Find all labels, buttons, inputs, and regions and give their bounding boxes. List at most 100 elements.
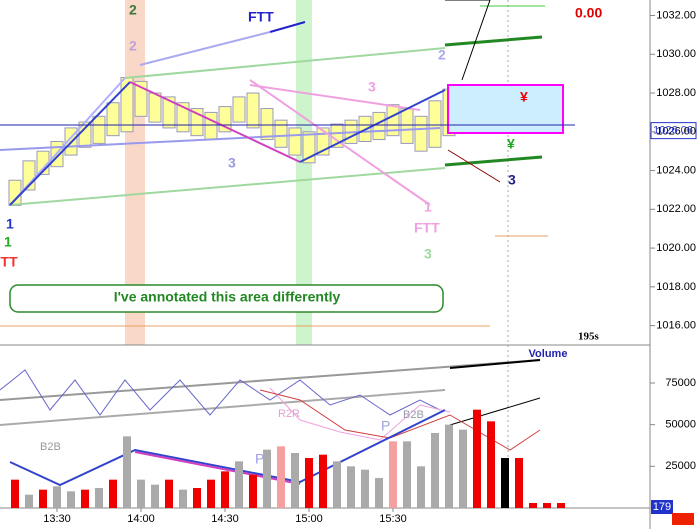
annotation: B2B: [403, 409, 424, 421]
price-bar: [372, 111, 386, 141]
volume-bar: [347, 466, 355, 508]
price-bar: [106, 102, 120, 137]
last-price-label: 1026.06: [653, 125, 693, 137]
price-bar: [162, 96, 176, 129]
volume-bar: [11, 479, 19, 508]
x-tick-label: 13:30: [43, 513, 71, 525]
annotation: 3: [424, 246, 432, 262]
annotation: 1: [4, 234, 12, 250]
last-volume-label: 179: [653, 501, 671, 513]
annotation: R2R: [278, 408, 300, 420]
price-bar: [246, 92, 260, 129]
volume-bar: [39, 489, 47, 508]
price-bar: [414, 115, 428, 152]
volume-bar: [81, 489, 89, 508]
annotation: 3: [508, 172, 516, 188]
volume-bar: [193, 488, 201, 508]
volume-bar: [529, 503, 537, 508]
annotation: B2B: [40, 441, 61, 453]
volume-bar: [319, 454, 327, 508]
volume-bar: [417, 466, 425, 508]
price-bar: [134, 80, 148, 117]
volume-bar: [235, 461, 243, 508]
volume-bar: [557, 503, 565, 508]
volume-bar: [67, 491, 75, 508]
volume-bar: [249, 474, 257, 508]
x-tick-label: 14:00: [127, 513, 155, 525]
price-bar: [204, 111, 218, 141]
y-tick-label: 75000: [665, 377, 696, 389]
x-tick-label: 15:30: [379, 513, 407, 525]
last-volume-box: [651, 500, 673, 514]
y-tick-label: 50000: [665, 419, 696, 431]
annotation: P: [255, 451, 264, 467]
price-bar: [260, 108, 274, 141]
annotation: P: [381, 418, 390, 434]
volume-bar: [151, 484, 159, 508]
y-tick-label: 25000: [665, 460, 696, 472]
annotation: ¥: [520, 89, 528, 105]
annotation: FTT: [414, 220, 440, 236]
volume-bar: [515, 458, 523, 508]
volume-bar: [95, 488, 103, 508]
volume-bar: [179, 489, 187, 508]
volume-bar: [123, 436, 131, 508]
y-tick-label: 1018.00: [656, 281, 696, 293]
y-tick-label: 1024.00: [656, 164, 696, 176]
price-bar: [274, 119, 288, 148]
annotation: 2: [129, 2, 137, 18]
volume-bar: [375, 478, 383, 508]
last-price-box: [650, 122, 697, 140]
price-bar: [288, 127, 302, 156]
annotation: FTT: [0, 254, 18, 270]
volume-bar: [445, 424, 453, 508]
annotation-box-text: I've annotated this area differently: [114, 289, 341, 305]
y-tick-label: 1016.00: [656, 320, 696, 332]
volume-bar: [431, 433, 439, 508]
volume-bar: [305, 458, 313, 508]
price-bar: [386, 104, 400, 137]
volume-bar: [333, 461, 341, 508]
volume-bar: [165, 479, 173, 508]
price-bar: [8, 179, 22, 206]
annotation: 195s: [578, 331, 600, 343]
annotation: 0.00: [575, 5, 602, 21]
volume-bar: [487, 421, 495, 508]
price-bar: [232, 96, 246, 123]
volume-bar: [137, 479, 145, 508]
volume-bar: [473, 409, 481, 508]
volume-bar: [291, 453, 299, 508]
annotation: 1: [424, 199, 432, 215]
volume-bar: [389, 441, 397, 508]
y-tick-label: 1030.00: [656, 48, 696, 60]
x-tick-label: 15:00: [295, 513, 323, 525]
volume-bar: [501, 458, 509, 508]
y-tick-label: 1032.00: [656, 9, 696, 21]
volume-bar: [221, 471, 229, 508]
annotation: ¥: [507, 136, 515, 152]
price-bar: [428, 100, 442, 148]
volume-bar: [53, 486, 61, 508]
annotation: FTT: [248, 9, 274, 25]
annotations: FTT 2 2 0.00 2 3 3 1 1 FTT 3 1 FTT 3 I'v…: [0, 2, 602, 467]
volume-title: Volume: [529, 348, 568, 360]
price-bar: [400, 108, 414, 144]
x-tick-label: 14:30: [211, 513, 239, 525]
trend-lines: [0, 0, 575, 487]
annotation: 3: [368, 79, 376, 95]
y-tick-label: 1028.00: [656, 87, 696, 99]
highlight-band: [296, 0, 312, 345]
y-tick-label: 1022.00: [656, 203, 696, 215]
volume-bar: [543, 503, 551, 508]
annotation: 2: [129, 38, 137, 54]
scroll-arrow[interactable]: [672, 513, 694, 525]
y-tick-label: 1020.00: [656, 242, 696, 254]
volume-bar: [25, 494, 33, 508]
volume-bar: [277, 446, 285, 508]
volume-bar: [361, 469, 369, 508]
annotation: 3: [228, 155, 236, 171]
volume-bar: [459, 429, 467, 508]
annotation: 1: [6, 216, 14, 232]
price-bar: [148, 92, 162, 123]
